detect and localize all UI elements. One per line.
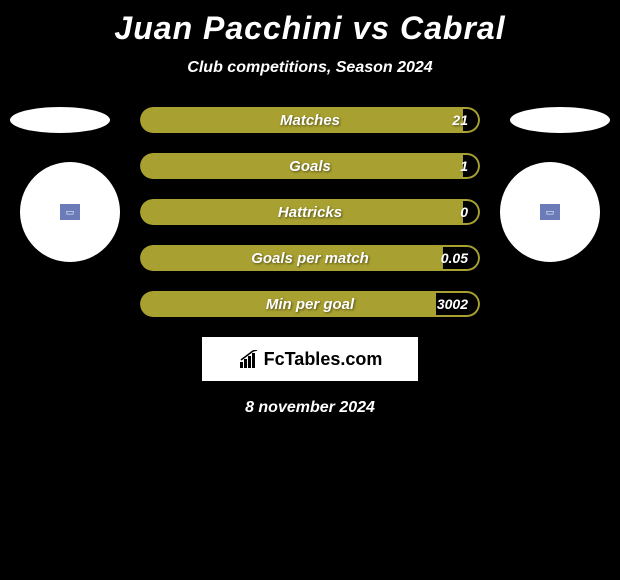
stat-label: Goals: [289, 158, 331, 175]
subtitle: Club competitions, Season 2024: [0, 59, 620, 77]
stat-row: Min per goal 3002: [140, 291, 480, 317]
stat-label: Goals per match: [251, 250, 369, 267]
stat-row: Hattricks 0: [140, 199, 480, 225]
stat-label: Min per goal: [266, 296, 354, 313]
logo-box: FcTables.com: [202, 337, 418, 381]
stat-value-right: 1: [460, 158, 468, 174]
logo-text: FcTables.com: [264, 349, 383, 370]
stat-row: Matches 21: [140, 107, 480, 133]
player2-placeholder-icon: ▭: [540, 204, 560, 220]
stat-value-right: 21: [452, 112, 468, 128]
stat-row: Goals per match 0.05: [140, 245, 480, 271]
stat-value-right: 0.05: [441, 250, 468, 266]
player2-avatar-circle: ▭: [500, 162, 600, 262]
logo-content: FcTables.com: [238, 349, 383, 370]
stat-bars-container: Matches 21 Goals 1 Hattricks 0 Goals per match…: [140, 107, 480, 317]
stat-label: Matches: [280, 112, 340, 129]
stat-label: Hattricks: [278, 204, 342, 221]
player1-flag-ellipse: [10, 107, 110, 133]
player1-placeholder-icon: ▭: [60, 204, 80, 220]
stat-value-right: 0: [460, 204, 468, 220]
player1-avatar-circle: ▭: [20, 162, 120, 262]
player2-flag-ellipse: [510, 107, 610, 133]
stat-value-right: 3002: [437, 296, 468, 312]
chart-icon: [238, 350, 260, 368]
stat-row: Goals 1: [140, 153, 480, 179]
date-text: 8 november 2024: [0, 399, 620, 417]
page-title: Juan Pacchini vs Cabral: [0, 0, 620, 47]
comparison-area: ▭ ▭ Matches 21 Goals 1 Hattricks 0 Goals per m…: [0, 107, 620, 417]
